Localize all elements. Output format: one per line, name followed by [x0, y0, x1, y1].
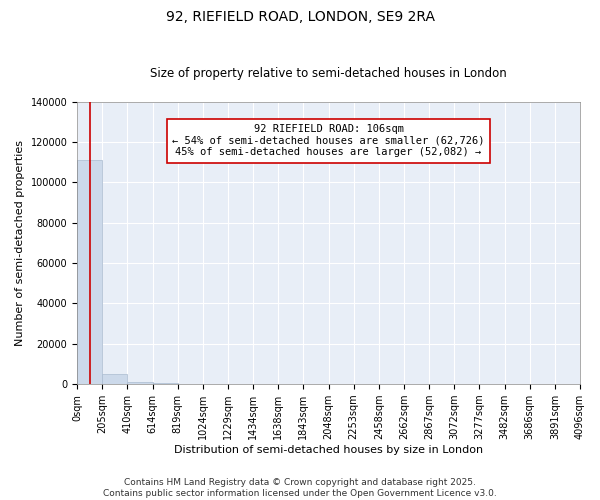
Text: Contains HM Land Registry data © Crown copyright and database right 2025.
Contai: Contains HM Land Registry data © Crown c…	[103, 478, 497, 498]
Y-axis label: Number of semi-detached properties: Number of semi-detached properties	[15, 140, 25, 346]
Text: 92, RIEFIELD ROAD, LONDON, SE9 2RA: 92, RIEFIELD ROAD, LONDON, SE9 2RA	[166, 10, 434, 24]
Text: 92 RIEFIELD ROAD: 106sqm
← 54% of semi-detached houses are smaller (62,726)
45% : 92 RIEFIELD ROAD: 106sqm ← 54% of semi-d…	[172, 124, 485, 158]
Bar	[103, 374, 127, 384]
Bar	[127, 382, 152, 384]
Bar	[77, 160, 103, 384]
X-axis label: Distribution of semi-detached houses by size in London: Distribution of semi-detached houses by …	[174, 445, 483, 455]
Title: Size of property relative to semi-detached houses in London: Size of property relative to semi-detach…	[150, 66, 507, 80]
